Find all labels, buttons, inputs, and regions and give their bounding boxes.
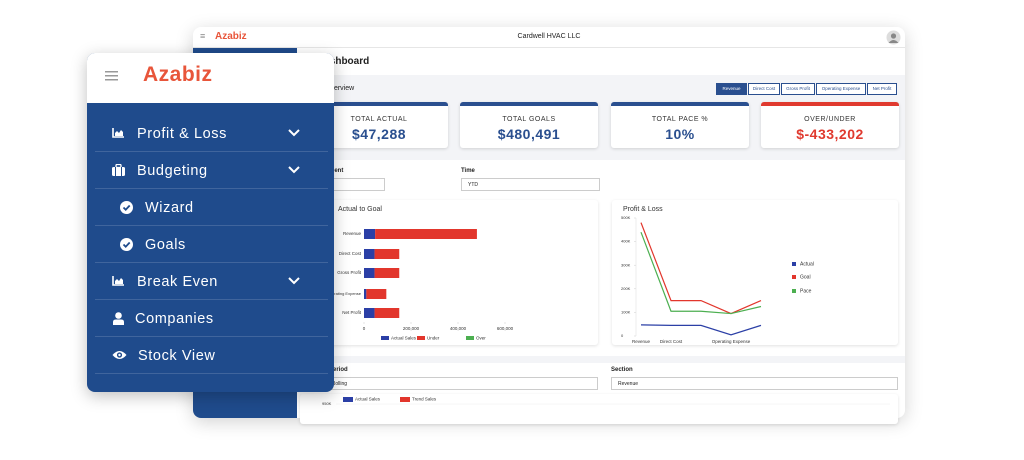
side-menu: Azabiz Profit & Loss Budgeting Wizard Go…	[87, 53, 334, 392]
menu-label[interactable]: Wizard	[145, 200, 194, 216]
tab[interactable]: Net Profit	[867, 83, 897, 95]
menu-label[interactable]: Goals	[145, 237, 186, 253]
menu-brand[interactable]: Azabiz	[143, 63, 213, 86]
menu-label[interactable]: Profit & Loss	[137, 126, 227, 142]
menu-item[interactable]: Companies	[95, 300, 328, 337]
tab[interactable]: Direct Cost	[748, 83, 780, 95]
kpi-card: OVER/UNDER $-433,202	[761, 102, 899, 148]
kpi-value: $480,491	[497, 126, 561, 142]
menu-item[interactable]: Stock View	[95, 337, 328, 374]
chart-card	[612, 200, 898, 345]
section-title: Overview	[325, 85, 355, 92]
kpi-label: TOTAL ACTUAL	[350, 116, 408, 123]
kpi-value: $47,288	[351, 126, 407, 142]
filter-select[interactable]: Revenue	[611, 377, 898, 390]
filter-label: Time	[461, 168, 475, 174]
kpi-value: $-433,202	[796, 126, 864, 142]
menu-item[interactable]: Budgeting	[95, 152, 328, 189]
menu-item[interactable]: Wizard	[95, 189, 328, 226]
filter-select[interactable]: YTD	[461, 178, 600, 191]
chart-card	[300, 394, 898, 424]
avatar[interactable]	[886, 30, 901, 45]
menu-header: Azabiz	[87, 53, 334, 103]
menu-item[interactable]: Profit & Loss	[95, 115, 328, 152]
tab[interactable]: Operating Expense	[816, 83, 866, 95]
top-bar: ≡ Azabiz Cardwell HVAC LLC	[193, 27, 905, 48]
menu-label[interactable]: Companies	[135, 311, 214, 327]
filter-select[interactable]: 12 Months Rolling	[300, 377, 598, 390]
tab[interactable]: Revenue	[716, 83, 747, 95]
page-header: Dashboard	[297, 48, 905, 75]
chart-card	[300, 200, 598, 345]
menu-item[interactable]: Goals	[95, 226, 328, 263]
menu-item[interactable]: Break Even	[95, 263, 328, 300]
company-name: Cardwell HVAC LLC	[517, 33, 581, 40]
hamburger[interactable]: ≡	[200, 31, 206, 41]
kpi-label: TOTAL GOALS	[502, 116, 556, 123]
brand[interactable]: Azabiz	[215, 31, 247, 42]
hamburger-icon[interactable]	[105, 70, 119, 82]
kpi-label: OVER/UNDER	[804, 116, 856, 123]
menu-label[interactable]: Budgeting	[137, 163, 208, 179]
menu-label[interactable]: Break Even	[137, 274, 218, 290]
kpi-card: TOTAL PACE % 10%	[611, 102, 749, 148]
filter-label: Section	[611, 367, 633, 373]
menu-label[interactable]: Stock View	[138, 348, 216, 364]
kpi-card: TOTAL GOALS $480,491	[460, 102, 598, 148]
page-title: Dashboard	[317, 56, 370, 67]
kpi-label: TOTAL PACE %	[651, 116, 709, 123]
kpi-value: 10%	[665, 126, 695, 142]
tab[interactable]: Gross Profit	[781, 83, 815, 95]
